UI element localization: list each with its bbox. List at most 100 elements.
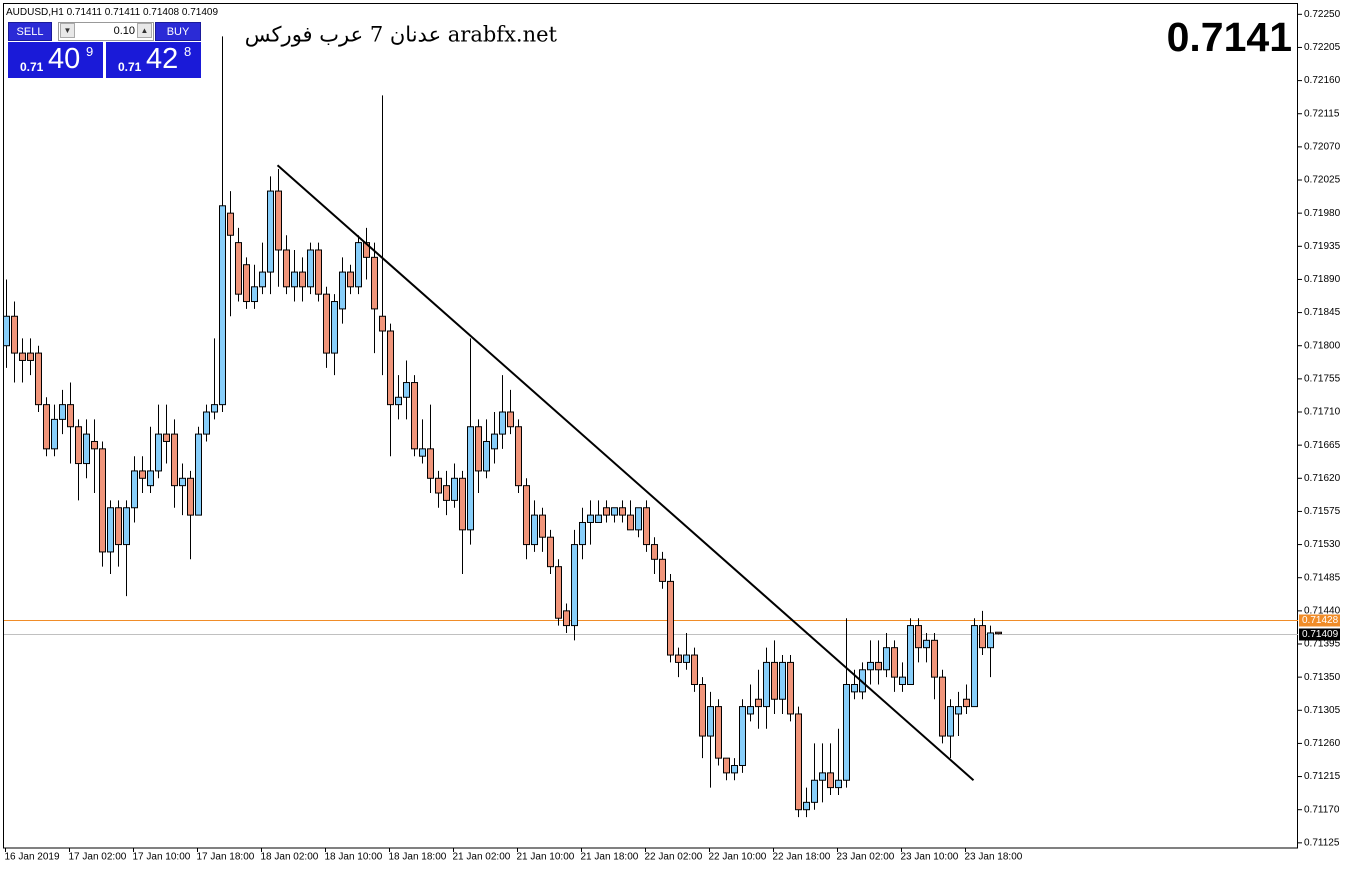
candle-body bbox=[611, 507, 618, 516]
candle-body bbox=[939, 676, 946, 737]
candle-body bbox=[875, 661, 882, 671]
x-tick-label: 22 Jan 02:00 bbox=[645, 852, 703, 863]
trendline bbox=[276, 164, 975, 781]
candle-body bbox=[827, 772, 834, 789]
candle-body bbox=[907, 625, 914, 686]
candle-body bbox=[291, 271, 298, 288]
y-tick-label: 0.72205 bbox=[1304, 42, 1341, 53]
candle-body bbox=[219, 205, 226, 406]
buy-price[interactable]: 0.71 42 8 bbox=[106, 42, 201, 78]
candle-body bbox=[187, 477, 194, 516]
candle-body bbox=[499, 411, 506, 435]
candle-body bbox=[99, 448, 106, 553]
candle-body bbox=[11, 315, 18, 354]
last-close: 0.71409 bbox=[182, 7, 219, 18]
y-tick-label: 0.71935 bbox=[1304, 241, 1341, 252]
candle-body bbox=[323, 293, 330, 354]
candle-body bbox=[867, 661, 874, 671]
y-tick-label: 0.72250 bbox=[1304, 9, 1341, 20]
candle-body bbox=[747, 706, 754, 715]
candle-body bbox=[659, 558, 666, 582]
candle-body bbox=[91, 440, 98, 450]
candle-body bbox=[603, 507, 610, 516]
candle-body bbox=[179, 477, 186, 487]
candle-body bbox=[691, 654, 698, 686]
y-tick-label: 0.71575 bbox=[1304, 506, 1341, 517]
candle-body bbox=[243, 264, 250, 303]
candle-body bbox=[675, 654, 682, 663]
y-tick-label: 0.71980 bbox=[1304, 208, 1341, 219]
candle-body bbox=[731, 765, 738, 774]
lot-up[interactable]: ▲ bbox=[137, 23, 152, 38]
lot-down[interactable]: ▼ bbox=[60, 23, 75, 38]
symbol: AUDUSD,H1 bbox=[6, 7, 64, 18]
price-display: 0.7141 bbox=[1167, 14, 1292, 60]
candle-body bbox=[307, 249, 314, 288]
last-open: 0.71411 bbox=[67, 7, 103, 18]
x-tick-label: 18 Jan 02:00 bbox=[261, 852, 319, 863]
candle-body bbox=[739, 706, 746, 767]
candle-body bbox=[923, 639, 930, 649]
candle-body bbox=[387, 330, 394, 406]
x-tick-label: 18 Jan 18:00 bbox=[389, 852, 447, 863]
candle-body bbox=[683, 654, 690, 663]
candle-body bbox=[35, 352, 42, 406]
candle-body bbox=[3, 315, 10, 347]
y-tick-label: 0.72115 bbox=[1304, 108, 1340, 119]
candle-body bbox=[427, 448, 434, 479]
candle-body bbox=[411, 382, 418, 450]
x-tick-label: 22 Jan 10:00 bbox=[709, 852, 767, 863]
candle-body bbox=[931, 639, 938, 678]
candle-body bbox=[43, 404, 50, 450]
candle-body bbox=[51, 418, 58, 450]
sell-prefix: 0.71 bbox=[20, 60, 44, 74]
symbol-header: AUDUSD,H1 0.71411 0.71411 0.71408 0.7140… bbox=[6, 7, 218, 18]
candle-body bbox=[139, 470, 146, 479]
candle-body bbox=[475, 426, 482, 472]
x-tick-label: 23 Jan 10:00 bbox=[901, 852, 959, 863]
candle-body bbox=[395, 396, 402, 406]
candle-body bbox=[531, 514, 538, 546]
y-tick-label: 0.71125 bbox=[1304, 837, 1340, 848]
candle-body bbox=[635, 507, 642, 531]
candle-body bbox=[851, 684, 858, 693]
sell-price[interactable]: 0.71 40 9 bbox=[8, 42, 103, 78]
candle-body bbox=[355, 242, 362, 288]
y-tick-label: 0.72160 bbox=[1304, 75, 1341, 86]
y-tick-label: 0.71440 bbox=[1304, 605, 1341, 616]
candle-body bbox=[987, 632, 994, 649]
candle-body bbox=[667, 580, 674, 656]
x-tick-label: 17 Jan 02:00 bbox=[69, 852, 127, 863]
y-tick-label: 0.71800 bbox=[1304, 340, 1341, 351]
x-tick-label: 23 Jan 02:00 bbox=[837, 852, 895, 863]
trade-panel: SELL 0.10 ▼ ▲ BUY 0.71 40 9 0.71 42 8 bbox=[8, 22, 201, 78]
candle-body bbox=[419, 448, 426, 457]
buy-button[interactable]: BUY bbox=[155, 22, 201, 41]
candle-body bbox=[347, 271, 354, 288]
buy-big: 42 bbox=[146, 43, 179, 75]
candle-body bbox=[803, 801, 810, 811]
x-tick-label: 21 Jan 10:00 bbox=[517, 852, 575, 863]
candle-body bbox=[483, 440, 490, 472]
plot-frame bbox=[3, 3, 1298, 849]
sell-button[interactable]: SELL bbox=[8, 22, 52, 41]
candle-body bbox=[795, 713, 802, 811]
candle-body bbox=[651, 544, 658, 560]
candle-body bbox=[763, 661, 770, 708]
candle-body bbox=[107, 507, 114, 553]
candle-body bbox=[619, 507, 626, 516]
lot-input[interactable]: 0.10 bbox=[58, 22, 154, 41]
candle-body bbox=[315, 249, 322, 295]
candle-body bbox=[971, 625, 978, 708]
candle-body bbox=[435, 477, 442, 494]
candle-body bbox=[507, 411, 514, 428]
y-tick-label: 0.71710 bbox=[1304, 407, 1341, 418]
buy-prefix: 0.71 bbox=[118, 60, 142, 74]
candle-body bbox=[83, 433, 90, 465]
candle-body bbox=[339, 271, 346, 310]
candle-body bbox=[771, 661, 778, 700]
candle-body bbox=[371, 256, 378, 310]
sell-big: 40 bbox=[48, 43, 81, 75]
x-tick-label: 21 Jan 18:00 bbox=[581, 852, 639, 863]
